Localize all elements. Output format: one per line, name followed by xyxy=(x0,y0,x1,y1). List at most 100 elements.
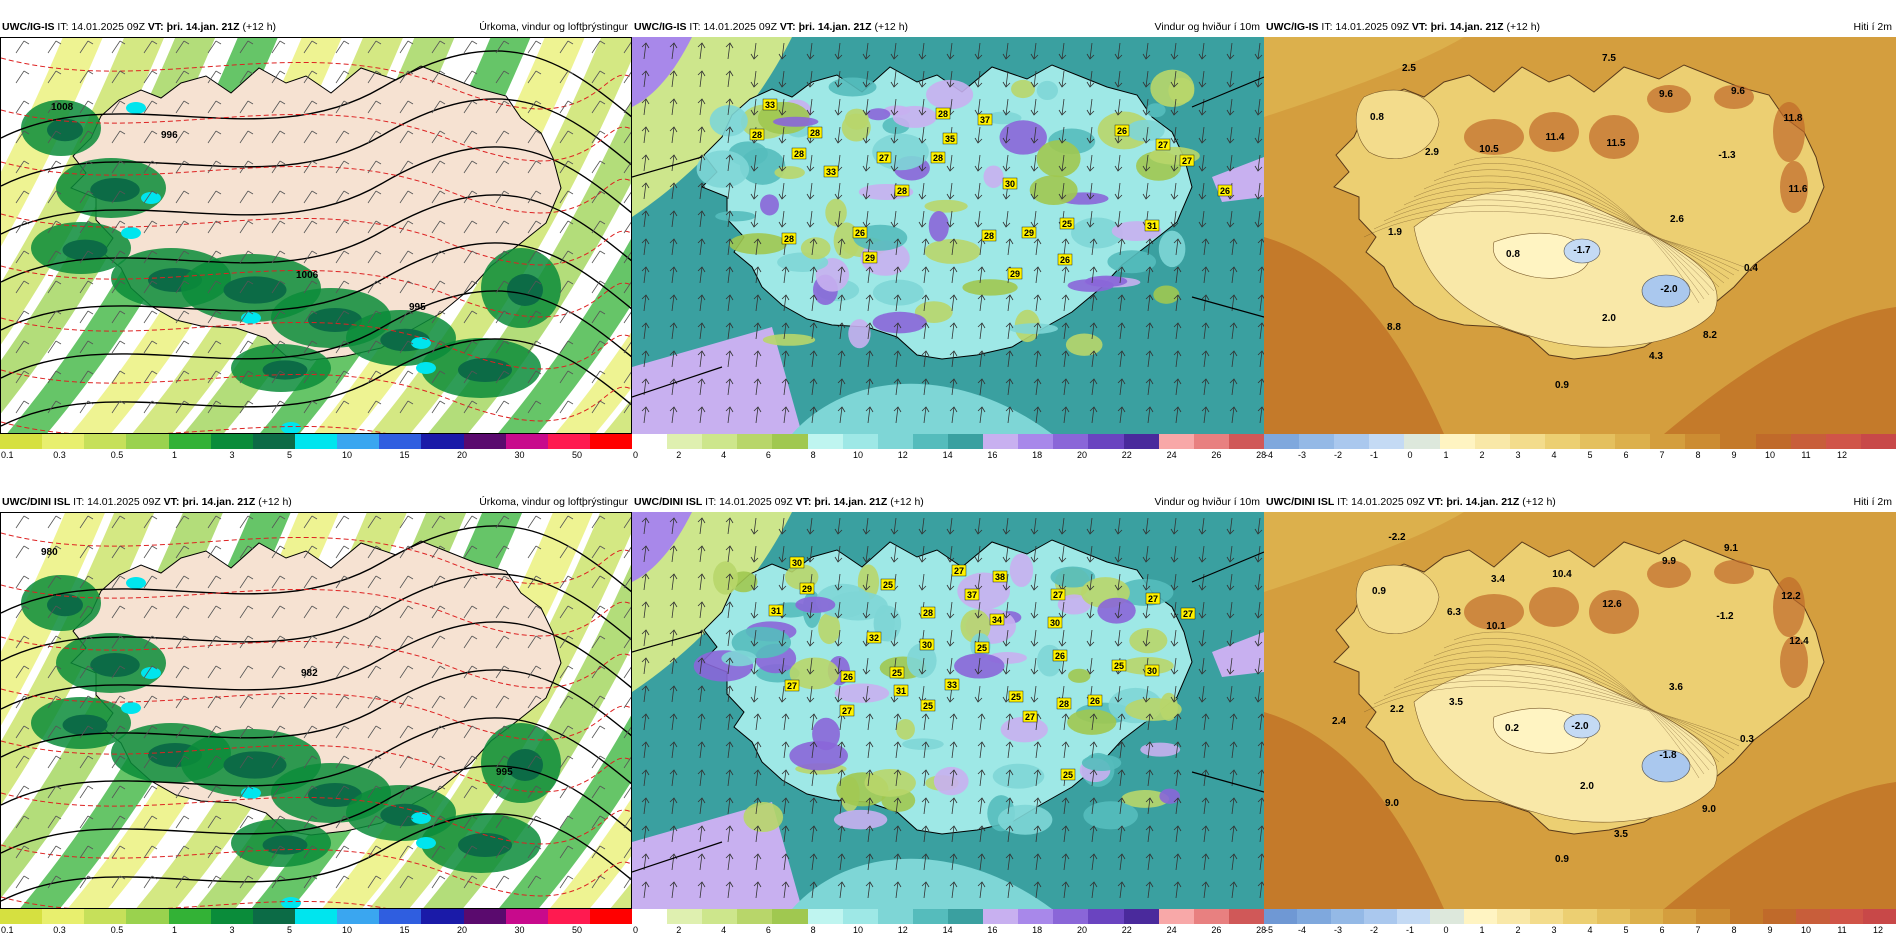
colorbar-swatch xyxy=(505,909,548,924)
colorbar-tick-label: 7 xyxy=(1695,925,1701,935)
map-area[interactable]: -2.2 9.1 9.9 0.9 3.4 10.4 12.2 12.6 6.3 -1.2 10.1 1… xyxy=(1264,512,1896,909)
colorbar-tick-label: 8 xyxy=(810,925,816,935)
gust-label: 27 xyxy=(951,564,967,577)
colorbar-swatch xyxy=(667,434,703,449)
svg-text:35: 35 xyxy=(945,134,955,144)
colorbar-swatch xyxy=(589,434,633,449)
gust-label: 31 xyxy=(893,684,909,697)
colorbar-swatch xyxy=(1563,909,1597,924)
temperature-label: 11.4 xyxy=(1546,132,1565,143)
panel-header: UWC/DINI ISL IT: 14.01.2025 09Z VT: þri.… xyxy=(1264,492,1896,512)
map-area[interactable]: 1008 1006 996 995 xyxy=(0,37,632,434)
panel-header: UWC/IG-IS IT: 14.01.2025 09Z VT: þri. 14… xyxy=(1264,17,1896,37)
panel-wind-ig: UWC/IG-IS IT: 14.01.2025 09Z VT: þri. 14… xyxy=(632,0,1266,475)
gust-label: 28 xyxy=(894,184,910,197)
panel-temp-ig: UWC/IG-IS IT: 14.01.2025 09Z VT: þri. 14… xyxy=(1264,0,1896,475)
colorbar-swatch xyxy=(1299,434,1335,449)
gust-label: 25 xyxy=(920,699,936,712)
temperature-label: 9.1 xyxy=(1724,543,1738,554)
lead-time: (+12 h) xyxy=(1506,21,1541,33)
colorbar-tick-label: 0.3 xyxy=(53,450,66,460)
colorbar-swatch xyxy=(1696,909,1730,924)
colorbar-tick-label: 5 xyxy=(1587,450,1593,460)
temperature-label: 0.9 xyxy=(1555,380,1569,391)
temperature-label: 8.2 xyxy=(1703,330,1717,341)
svg-text:26: 26 xyxy=(1060,255,1070,265)
colorbar-swatch xyxy=(1729,909,1763,924)
panel-precip-dini: UWC/DINI ISL IT: 14.01.2025 09Z VT: þri.… xyxy=(0,475,633,950)
colorbar-swatch xyxy=(1629,909,1664,924)
svg-text:25: 25 xyxy=(1063,770,1073,780)
temperature-label: -1.3 xyxy=(1718,150,1736,161)
temperature-label: 10.5 xyxy=(1479,144,1499,155)
temperature-label: -1.7 xyxy=(1573,245,1591,256)
colorbar-swatch xyxy=(1018,909,1054,924)
colorbar-tick-label: 12 xyxy=(1872,925,1884,935)
colorbar-tick-label: 0.3 xyxy=(53,925,66,935)
valid-time: þri. 14.jan. 21Z xyxy=(814,496,888,508)
isobar-label: 1008 xyxy=(51,102,74,113)
gust-label: 28 xyxy=(920,606,936,619)
colorbar-swatch xyxy=(947,909,984,924)
colorbar xyxy=(1264,909,1897,924)
gust-label: 37 xyxy=(977,113,993,126)
panel-title: Vindur og hviður í 10m xyxy=(1154,21,1260,33)
colorbar-tick-label: 0 xyxy=(633,925,639,935)
colorbar-swatch xyxy=(912,434,948,449)
vt-label: VT: xyxy=(163,496,180,508)
gust-label: 33 xyxy=(823,165,839,178)
colorbar-swatch xyxy=(1158,909,1194,924)
colorbar-swatch xyxy=(1193,909,1229,924)
gust-label: 25 xyxy=(1060,768,1076,781)
map-area[interactable]: 33 28 37 28 28 35 26 27 28 27 28 33 30 27 28 26 25 31 26 28… xyxy=(632,37,1264,434)
svg-text:30: 30 xyxy=(1050,618,1060,628)
colorbar-tick-label: 20 xyxy=(1076,925,1088,935)
precip-map: 1008 1006 996 995 xyxy=(1,38,631,433)
svg-text:26: 26 xyxy=(843,672,853,682)
map-area[interactable]: 30 27 38 29 25 37 27 27 27 31 28 34 30 32 30 25 26 25 30 25… xyxy=(632,512,1264,909)
init-time: IT: 14.01.2025 09Z xyxy=(1337,496,1425,508)
colorbar-swatch xyxy=(337,434,380,449)
colorbar-swatch xyxy=(294,909,338,924)
colorbar-tick-label: -4 xyxy=(1265,450,1274,460)
colorbar-tick-label: 3 xyxy=(1515,450,1521,460)
svg-text:37: 37 xyxy=(967,590,977,600)
colorbar xyxy=(632,909,1264,924)
gust-label: 31 xyxy=(1144,219,1160,232)
panel-title: Úrkoma, vindur og loftþrýstingur xyxy=(479,21,628,33)
colorbar-swatch xyxy=(463,434,506,449)
colorbar-tick-label: 6 xyxy=(1623,450,1629,460)
colorbar-tick-label: 3 xyxy=(1551,925,1557,935)
svg-text:28: 28 xyxy=(938,109,948,119)
temperature-label: 3.6 xyxy=(1669,682,1683,693)
temperature-label: 0.9 xyxy=(1372,586,1386,597)
colorbar-swatch xyxy=(912,909,948,924)
colorbar-swatch xyxy=(1404,434,1440,449)
gust-label: 34 xyxy=(989,613,1005,626)
model-name: UWC/DINI ISL xyxy=(634,496,703,508)
svg-text:27: 27 xyxy=(1025,712,1035,722)
map-area[interactable]: 7.5 2.5 9.6 9.6 0.8 11.8 11.4 11.5 10.5 2.9 -1.3 11… xyxy=(1264,37,1896,434)
gust-label: 27 xyxy=(876,151,892,164)
temperature-label: 2.2 xyxy=(1390,704,1404,715)
gust-label: 28 xyxy=(1056,697,1072,710)
map-area[interactable]: 980 982 995 xyxy=(0,512,632,909)
model-name: UWC/IG-IS xyxy=(2,21,55,33)
colorbar-tick-label: 2 xyxy=(1515,925,1521,935)
colorbar-swatch xyxy=(379,909,422,924)
svg-text:29: 29 xyxy=(802,584,812,594)
colorbar-tick-label: 18 xyxy=(1032,450,1043,460)
temperature-label: 11.5 xyxy=(1607,138,1626,149)
colorbar-swatch xyxy=(1330,909,1364,924)
colorbar-tick-label: 16 xyxy=(987,925,998,935)
colorbar-swatch xyxy=(1123,909,1159,924)
svg-text:26: 26 xyxy=(1090,696,1100,706)
panel-wind-dini: UWC/DINI ISL IT: 14.01.2025 09Z VT: þri.… xyxy=(632,475,1266,950)
svg-text:25: 25 xyxy=(892,668,902,678)
gust-label: 25 xyxy=(880,578,896,591)
colorbar-tick-label: 5 xyxy=(286,925,293,935)
colorbar-tick-label: 15 xyxy=(399,925,410,935)
lead-time: (+12 h) xyxy=(890,496,924,508)
colorbar-swatch xyxy=(294,434,338,449)
temperature-label: 2.0 xyxy=(1602,313,1616,324)
